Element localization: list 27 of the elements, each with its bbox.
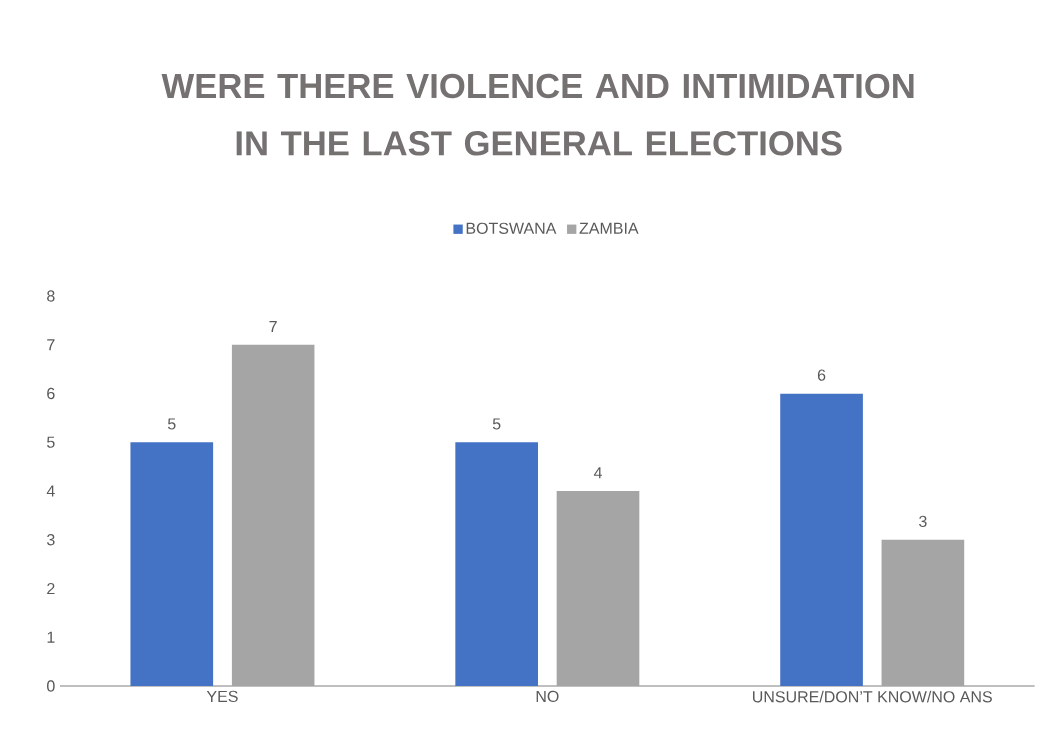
bar bbox=[556, 491, 640, 686]
y-tick-label: 4 bbox=[46, 485, 55, 497]
bar bbox=[881, 539, 965, 686]
bar bbox=[780, 393, 863, 686]
data-label: 7 bbox=[269, 321, 277, 333]
data-label: 6 bbox=[817, 369, 826, 381]
data-label: 3 bbox=[919, 515, 927, 528]
legend-label: ZAMBIA bbox=[579, 222, 639, 234]
data-label: 5 bbox=[167, 418, 176, 430]
x-tick-label: NO bbox=[536, 690, 559, 703]
y-tick-label: 0 bbox=[47, 680, 55, 692]
chart-title: WERE THERE VIOLENCE AND INTIMIDATION IN THE LAST GENERAL ELECTIONS bbox=[161, 73, 914, 156]
legend-label: BOTSWANA bbox=[466, 222, 557, 234]
y-tick-label: 2 bbox=[47, 582, 55, 595]
y-tick-label: 6 bbox=[47, 387, 55, 400]
bar bbox=[130, 442, 214, 686]
y-tick-label: 8 bbox=[47, 290, 55, 302]
x-tick-label: YES bbox=[206, 690, 238, 703]
y-tick-label: 5 bbox=[47, 436, 55, 448]
y-tick-label: 1 bbox=[47, 631, 55, 643]
y-tick-label: 7 bbox=[47, 339, 55, 351]
bar bbox=[455, 442, 538, 686]
y-tick-label: 3 bbox=[47, 534, 55, 546]
data-label: 4 bbox=[593, 467, 602, 479]
bar bbox=[231, 344, 315, 686]
x-tick-label: UNSURE/DON’T KNOW/NO ANS bbox=[753, 690, 992, 703]
data-label: 5 bbox=[492, 418, 501, 430]
